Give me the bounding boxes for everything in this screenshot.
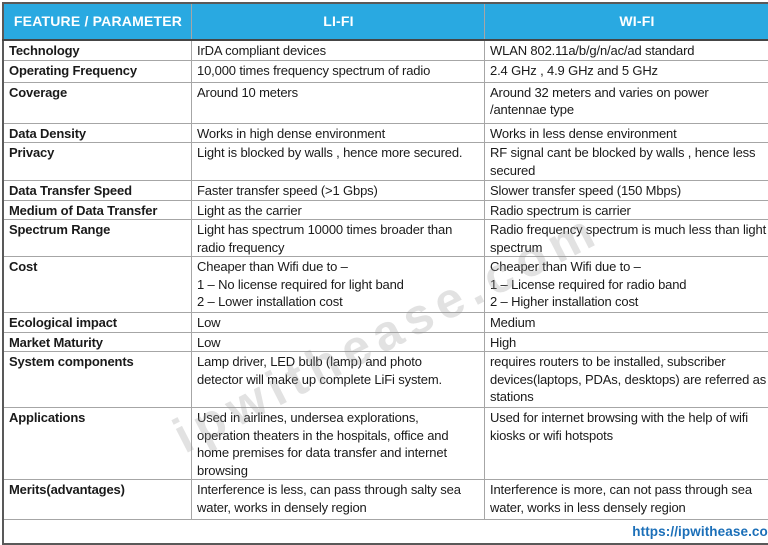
table-row-technology: Technology IrDA compliant devices WLAN 8… bbox=[3, 40, 768, 60]
table-row-market-maturity: Market Maturity Low High bbox=[3, 332, 768, 352]
table-row-cost: Cost Cheaper than Wifi due to – 1 – No l… bbox=[3, 257, 768, 313]
feature-cell: System components bbox=[3, 352, 192, 408]
feature-cell: Market Maturity bbox=[3, 332, 192, 352]
table-row-system-components: System components Lamp driver, LED bulb … bbox=[3, 352, 768, 408]
wifi-cell: WLAN 802.11a/b/g/n/ac/ad standard bbox=[485, 40, 768, 60]
feature-cell: Coverage bbox=[3, 82, 192, 123]
feature-cell: Cost bbox=[3, 257, 192, 313]
lifi-cell: Light has spectrum 10000 times broader t… bbox=[192, 220, 485, 257]
feature-cell: Merits(advantages) bbox=[3, 480, 192, 520]
wifi-cell: Radio frequency spectrum is much less th… bbox=[485, 220, 768, 257]
footer-cell: https://ipwithease.com bbox=[3, 520, 768, 544]
lifi-cell: Cheaper than Wifi due to – 1 – No licens… bbox=[192, 257, 485, 313]
wifi-cell: High bbox=[485, 332, 768, 352]
feature-cell: Medium of Data Transfer bbox=[3, 200, 192, 220]
wifi-cell: Used for internet browsing with the help… bbox=[485, 408, 768, 480]
column-header-feature: FEATURE / PARAMETER bbox=[3, 3, 192, 40]
lifi-cell: Light as the carrier bbox=[192, 200, 485, 220]
table-row-merits: Merits(advantages) Interference is less,… bbox=[3, 480, 768, 520]
table-row-data-density: Data Density Works in high dense environ… bbox=[3, 123, 768, 143]
table-row-coverage: Coverage Around 10 meters Around 32 mete… bbox=[3, 82, 768, 123]
lifi-cell: Low bbox=[192, 313, 485, 333]
lifi-cell: Faster transfer speed (>1 Gbps) bbox=[192, 181, 485, 201]
wifi-cell: Slower transfer speed (150 Mbps) bbox=[485, 181, 768, 201]
wifi-cell: 2.4 GHz , 4.9 GHz and 5 GHz bbox=[485, 60, 768, 82]
lifi-cell: IrDA compliant devices bbox=[192, 40, 485, 60]
table-row-spectrum-range: Spectrum Range Light has spectrum 10000 … bbox=[3, 220, 768, 257]
table-row-applications: Applications Used in airlines, undersea … bbox=[3, 408, 768, 480]
table-row-ecological-impact: Ecological impact Low Medium bbox=[3, 313, 768, 333]
feature-cell: Data Transfer Speed bbox=[3, 181, 192, 201]
wifi-cell: Around 32 meters and varies on power /an… bbox=[485, 82, 768, 123]
lifi-cell: 10,000 times frequency spectrum of radio bbox=[192, 60, 485, 82]
lifi-cell: Low bbox=[192, 332, 485, 352]
column-header-lifi: LI-FI bbox=[192, 3, 485, 40]
feature-cell: Ecological impact bbox=[3, 313, 192, 333]
table-row-operating-frequency: Operating Frequency 10,000 times frequen… bbox=[3, 60, 768, 82]
wifi-cell: Works in less dense environment bbox=[485, 123, 768, 143]
lifi-cell: Interference is less, can pass through s… bbox=[192, 480, 485, 520]
wifi-cell: Radio spectrum is carrier bbox=[485, 200, 768, 220]
feature-cell: Data Density bbox=[3, 123, 192, 143]
footer-row: https://ipwithease.com bbox=[3, 520, 768, 544]
site-link[interactable]: https://ipwithease.com bbox=[632, 524, 768, 539]
table-row-data-transfer-speed: Data Transfer Speed Faster transfer spee… bbox=[3, 181, 768, 201]
wifi-cell: Interference is more, can not pass throu… bbox=[485, 480, 768, 520]
column-header-wifi: WI-FI bbox=[485, 3, 768, 40]
wifi-cell: Cheaper than Wifi due to – 1 – License r… bbox=[485, 257, 768, 313]
feature-cell: Spectrum Range bbox=[3, 220, 192, 257]
table-row-medium-of-data-transfer: Medium of Data Transfer Light as the car… bbox=[3, 200, 768, 220]
wifi-cell: Medium bbox=[485, 313, 768, 333]
wifi-cell: requires routers to be installed, subscr… bbox=[485, 352, 768, 408]
header-row: FEATURE / PARAMETER LI-FI WI-FI bbox=[3, 3, 768, 40]
feature-cell: Applications bbox=[3, 408, 192, 480]
wifi-cell: RF signal cant be blocked by walls , hen… bbox=[485, 143, 768, 181]
feature-cell: Operating Frequency bbox=[3, 60, 192, 82]
lifi-cell: Works in high dense environment bbox=[192, 123, 485, 143]
lifi-cell: Lamp driver, LED bulb (lamp) and photo d… bbox=[192, 352, 485, 408]
feature-cell: Technology bbox=[3, 40, 192, 60]
lifi-cell: Around 10 meters bbox=[192, 82, 485, 123]
feature-cell: Privacy bbox=[3, 143, 192, 181]
lifi-cell: Light is blocked by walls , hence more s… bbox=[192, 143, 485, 181]
lifi-cell: Used in airlines, undersea explorations,… bbox=[192, 408, 485, 480]
table-row-privacy: Privacy Light is blocked by walls , henc… bbox=[3, 143, 768, 181]
